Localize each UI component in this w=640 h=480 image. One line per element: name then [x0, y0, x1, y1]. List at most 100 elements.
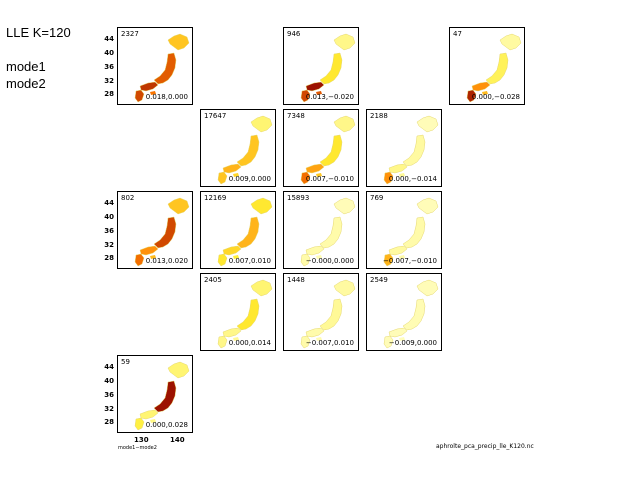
y-tick-44: 44 — [104, 363, 114, 371]
source-filename: aphrolte_pca_precip_lle_K120.nc — [436, 443, 534, 450]
region-south — [217, 171, 228, 185]
region-central — [153, 52, 177, 85]
y-tick-44: 44 — [104, 199, 114, 207]
region-north — [333, 197, 356, 215]
panel-count: 7348 — [287, 112, 305, 120]
region-shikoku — [399, 255, 405, 259]
map-panel: 802 0.013,0.020 — [117, 191, 193, 269]
panel-count: 59 — [121, 358, 130, 366]
y-tick-28: 28 — [104, 90, 114, 98]
panel-coordinate: 0.013,−0.020 — [305, 93, 354, 101]
map-panel: 17647 0.009,0.000 — [200, 109, 276, 187]
region-central — [402, 134, 426, 167]
japan-map — [217, 115, 273, 185]
region-west — [222, 245, 242, 256]
panel-coordinate: −0.009,0.000 — [388, 339, 437, 347]
map-panel: 2405 0.000,0.014 — [200, 273, 276, 351]
panel-coordinate: 0.007,−0.010 — [305, 175, 354, 183]
panel-coordinate: 0.007,0.010 — [228, 257, 271, 265]
title-spacer — [6, 41, 71, 58]
region-west — [305, 81, 325, 92]
panel-coordinate: −0.000,0.000 — [305, 257, 354, 265]
region-shikoku — [482, 91, 488, 95]
region-south — [134, 253, 145, 267]
region-west — [388, 163, 408, 174]
legend-mode1: mode1 — [6, 59, 46, 74]
region-north — [333, 115, 356, 133]
x-tick-140: 140 — [170, 436, 185, 444]
y-tick-40: 40 — [104, 49, 114, 57]
panel-count: 15893 — [287, 194, 310, 202]
y-tick-36: 36 — [104, 63, 114, 71]
x-tick-130: 130 — [134, 436, 149, 444]
region-north — [250, 279, 273, 297]
region-south — [134, 417, 145, 431]
panel-count: 1448 — [287, 276, 305, 284]
panel-coordinate: 0.009,0.000 — [228, 175, 271, 183]
region-central — [319, 216, 343, 249]
map-panel: 47 0.000,−0.028 — [449, 27, 525, 105]
region-south — [217, 335, 228, 349]
region-central — [319, 298, 343, 331]
legend-mode2: mode2 — [6, 76, 46, 91]
region-south — [134, 89, 145, 103]
region-north — [250, 197, 273, 215]
panel-count: 2405 — [204, 276, 222, 284]
y-tick-36: 36 — [104, 227, 114, 235]
region-west — [139, 245, 159, 256]
panel-count: 12169 — [204, 194, 227, 202]
map-panel: 7348 0.007,−0.010 — [283, 109, 359, 187]
region-shikoku — [150, 255, 156, 259]
region-north — [167, 361, 190, 379]
region-south — [300, 171, 311, 185]
map-panel: 2327 0.018,0.000 — [117, 27, 193, 105]
y-tick-32: 32 — [104, 241, 114, 249]
panel-coordinate: −0.007,−0.010 — [382, 257, 437, 265]
region-shikoku — [150, 91, 156, 95]
region-north — [333, 279, 356, 297]
region-north — [167, 33, 190, 51]
region-west — [222, 163, 242, 174]
y-tick-32: 32 — [104, 77, 114, 85]
japan-map — [217, 279, 273, 349]
region-shikoku — [316, 173, 322, 177]
japan-map — [134, 33, 190, 103]
region-south — [300, 89, 311, 103]
map-panel: 1448 −0.007,0.010 — [283, 273, 359, 351]
japan-map — [134, 197, 190, 267]
region-central — [153, 216, 177, 249]
japan-map — [383, 279, 439, 349]
map-panel: 946 0.013,−0.020 — [283, 27, 359, 105]
y-tick-32: 32 — [104, 405, 114, 413]
region-west — [139, 409, 159, 420]
region-west — [305, 245, 325, 256]
region-south — [383, 171, 394, 185]
map-panel: 12169 0.007,0.010 — [200, 191, 276, 269]
y-tick-36: 36 — [104, 391, 114, 399]
japan-map — [300, 279, 356, 349]
region-north — [416, 279, 439, 297]
panel-count: 17647 — [204, 112, 227, 120]
region-south — [300, 335, 311, 349]
panel-coordinate: −0.007,0.010 — [305, 339, 354, 347]
panel-count: 769 — [370, 194, 384, 202]
map-panel: 59 0.000,0.028 — [117, 355, 193, 433]
region-west — [471, 81, 491, 92]
region-shikoku — [316, 337, 322, 341]
japan-map — [300, 197, 356, 267]
map-panel: 15893 −0.000,0.000 — [283, 191, 359, 269]
region-shikoku — [150, 419, 156, 423]
japan-map — [300, 115, 356, 185]
panel-coordinate: 0.000,−0.014 — [388, 175, 437, 183]
region-north — [416, 197, 439, 215]
region-west — [388, 327, 408, 338]
y-tick-40: 40 — [104, 377, 114, 385]
y-tick-28: 28 — [104, 254, 114, 262]
map-panel: 2188 0.000,−0.014 — [366, 109, 442, 187]
region-central — [319, 52, 343, 85]
panel-coordinate: 0.000,−0.028 — [471, 93, 520, 101]
region-central — [319, 134, 343, 167]
region-shikoku — [399, 173, 405, 177]
region-south — [383, 253, 394, 267]
region-shikoku — [233, 255, 239, 259]
